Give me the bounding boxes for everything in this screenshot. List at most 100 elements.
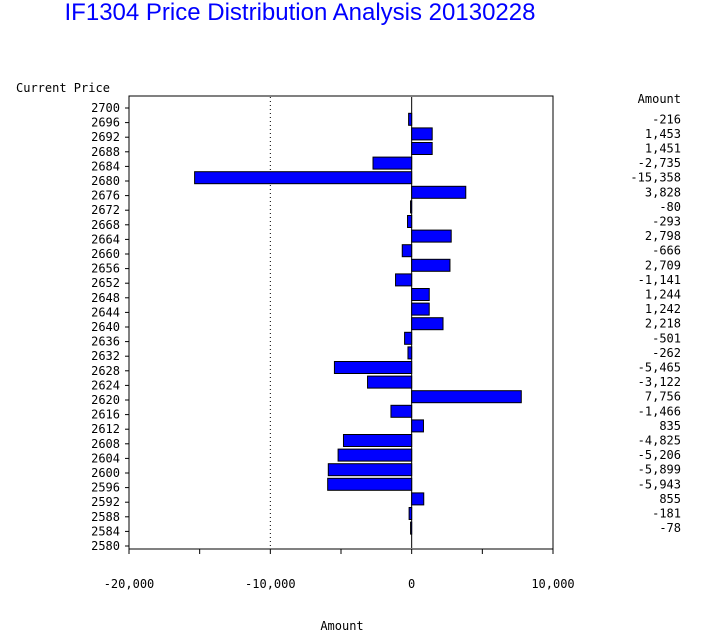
y-tick-label: 2616: [91, 408, 120, 422]
x-tick-label: -20,000: [104, 577, 155, 591]
y-tick-label: 2588: [91, 510, 120, 524]
value-label: -80: [659, 200, 681, 214]
bar: [408, 112, 413, 126]
y-tick-label: 2656: [91, 262, 120, 276]
y-tick-label: 2692: [91, 130, 120, 144]
y-tick-label: 2596: [91, 481, 120, 495]
bar: [411, 317, 444, 331]
value-labels: -2161,4531,451-2,735-15,3583,828-80-2932…: [630, 112, 681, 535]
x-tick-label: 10,000: [531, 577, 574, 591]
y-tick-label: 2640: [91, 320, 120, 334]
value-label: -1,141: [638, 273, 681, 287]
bar: [194, 171, 413, 185]
value-column-header: Amount: [638, 92, 681, 106]
value-label: 2,218: [645, 317, 681, 331]
value-label: -5,899: [638, 463, 681, 477]
y-tick-label: 2612: [91, 422, 120, 436]
value-label: -5,465: [638, 361, 681, 375]
y-tick-label: 2648: [91, 291, 120, 305]
bar: [411, 258, 451, 272]
x-ticks: -20,000 -10,000 0 10,000: [104, 549, 575, 591]
y-tick-label: 2684: [91, 159, 120, 173]
bar: [411, 390, 522, 404]
bar: [411, 492, 425, 506]
y-tick-label: 2620: [91, 393, 120, 407]
y-tick-label: 2628: [91, 364, 120, 378]
value-label: -1,466: [638, 404, 681, 418]
y-ticks: 2700269626922688268426802676267226682664…: [91, 101, 129, 553]
value-label: 1,451: [645, 142, 681, 156]
value-label: -293: [652, 215, 681, 229]
bar: [410, 200, 413, 214]
y-tick-label: 2676: [91, 189, 120, 203]
value-label: 2,709: [645, 258, 681, 272]
bars: [194, 112, 522, 535]
value-label: -5,943: [638, 477, 681, 491]
y-tick-label: 2604: [91, 451, 120, 465]
value-label: 1,244: [645, 288, 681, 302]
bar: [411, 419, 424, 433]
y-tick-label: 2632: [91, 349, 120, 363]
bar: [327, 477, 413, 491]
y-tick-label: 2672: [91, 203, 120, 217]
y-tick-label: 2644: [91, 305, 120, 319]
bar: [408, 507, 413, 520]
y-tick-label: 2688: [91, 145, 120, 159]
bar: [395, 273, 413, 287]
value-label: -15,358: [630, 171, 681, 185]
value-label: 1,453: [645, 127, 681, 141]
value-label: -501: [652, 331, 681, 345]
bar: [411, 127, 433, 141]
value-label: -666: [652, 244, 681, 258]
y-tick-label: 2652: [91, 276, 120, 290]
value-label: -78: [659, 521, 681, 535]
y-tick-label: 2664: [91, 232, 120, 246]
bar: [411, 185, 467, 199]
value-label: 1,242: [645, 302, 681, 316]
bar: [411, 229, 452, 243]
value-label: 2,798: [645, 229, 681, 243]
y-tick-label: 2660: [91, 247, 120, 261]
y-tick-label: 2584: [91, 524, 120, 538]
y-axis-header: Current Price: [16, 81, 110, 95]
value-label: -5,206: [638, 448, 681, 462]
bar: [327, 463, 413, 477]
bar: [404, 331, 413, 345]
bar: [407, 215, 413, 228]
y-tick-label: 2636: [91, 335, 120, 349]
chart-title: IF1304 Price Distribution Analysis 20130…: [64, 0, 536, 26]
value-label: 7,756: [645, 390, 681, 404]
bar: [411, 142, 433, 155]
x-axis-label: Amount: [320, 619, 363, 633]
bar: [411, 288, 430, 301]
y-tick-label: 2668: [91, 218, 120, 232]
y-tick-label: 2700: [91, 101, 120, 115]
y-tick-label: 2592: [91, 495, 120, 509]
value-label: -3,122: [638, 375, 681, 389]
bar: [337, 448, 413, 462]
bar: [410, 521, 413, 535]
value-label: -4,825: [638, 434, 681, 448]
y-tick-label: 2680: [91, 174, 120, 188]
x-tick-label: 0: [408, 577, 415, 591]
bar: [342, 434, 413, 447]
bar: [333, 361, 413, 374]
value-label: -181: [652, 507, 681, 521]
bar: [367, 375, 413, 389]
bar: [390, 404, 413, 418]
value-label: 855: [659, 492, 681, 506]
bar: [411, 302, 430, 316]
y-tick-label: 2624: [91, 378, 120, 392]
value-label: 835: [659, 419, 681, 433]
y-tick-label: 2696: [91, 116, 120, 130]
y-tick-label: 2600: [91, 466, 120, 480]
value-label: -2,735: [638, 156, 681, 170]
y-tick-label: 2580: [91, 539, 120, 553]
value-label: -216: [652, 112, 681, 126]
x-tick-label: -10,000: [245, 577, 296, 591]
value-label: 3,828: [645, 185, 681, 199]
y-tick-label: 2608: [91, 437, 120, 451]
bar: [372, 156, 413, 170]
value-label: -262: [652, 346, 681, 360]
